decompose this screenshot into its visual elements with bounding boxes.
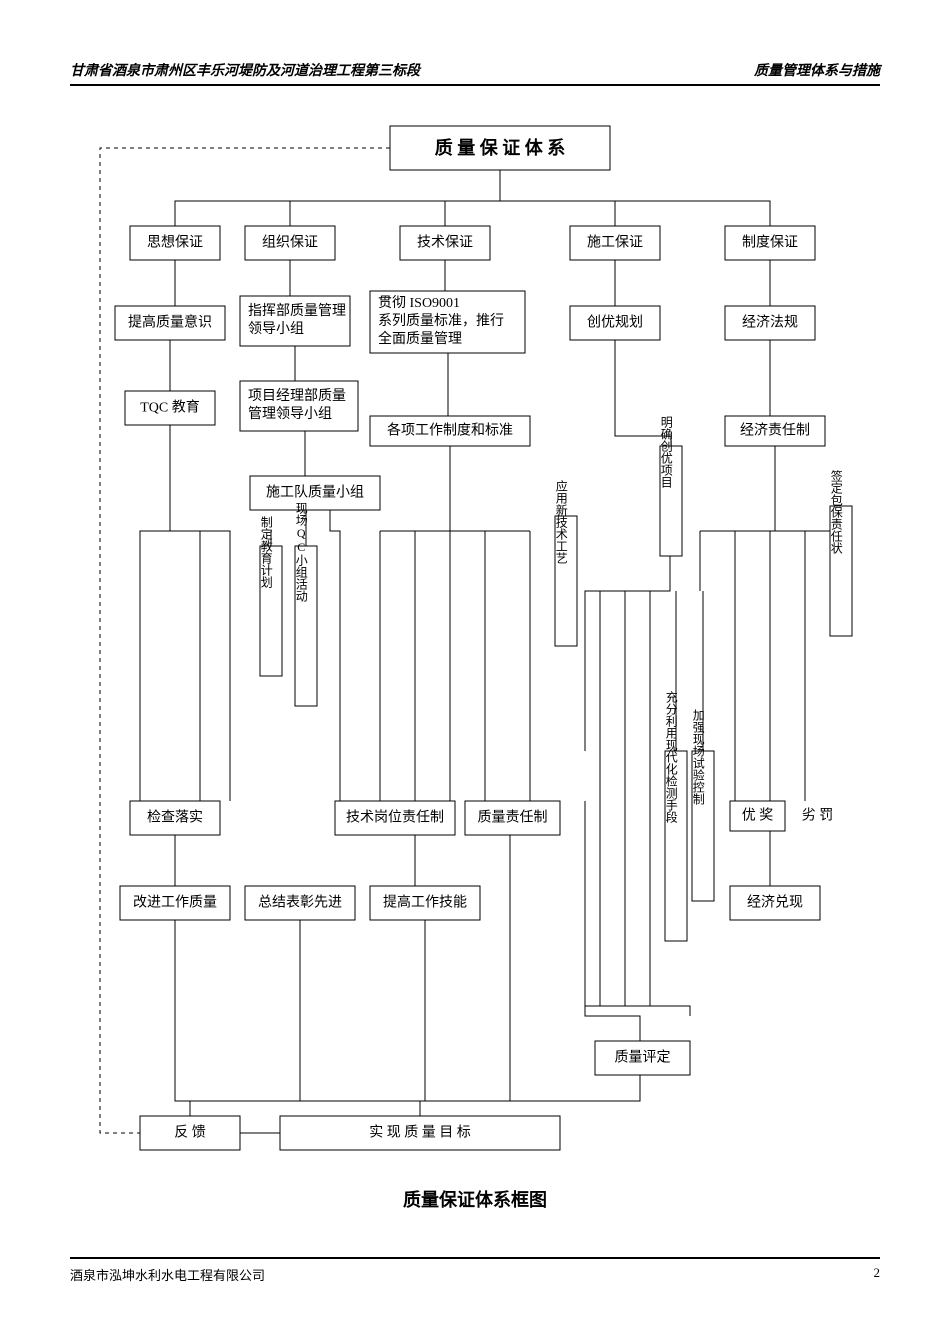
diagram-caption: 质量保证体系框图: [70, 1186, 880, 1212]
node-v_mqcy: 明确创优项目: [659, 416, 682, 556]
svg-text:现场QC小组活动: 现场QC小组活动: [294, 502, 308, 602]
page-footer: 酒泉市泓坤水利水电工程有限公司 2: [70, 1257, 880, 1284]
svg-text:充分利用现代化检测手段: 充分利用现代化检测手段: [664, 690, 678, 824]
node-c1: TQC 教育: [125, 391, 215, 425]
footer-left: 酒泉市泓坤水利水电工程有限公司: [70, 1265, 265, 1284]
svg-text:明确创优项目: 明确创优项目: [659, 416, 673, 488]
node-a3: 技术保证: [400, 226, 490, 260]
node-b3: 贯彻 ISO9001 系列质量标准，推行全面质量管理: [370, 291, 525, 353]
svg-text:经济兑现: 经济兑现: [747, 895, 803, 911]
page-header: 甘肃省酒泉市肃州区丰乐河堤防及河道治理工程第三标段 质量管理体系与措施: [70, 60, 880, 86]
svg-text:加强现场试验控制: 加强现场试验控制: [691, 709, 705, 805]
node-f3: 提高工作技能: [370, 886, 480, 920]
svg-text:提高质量意识: 提高质量意识: [128, 314, 212, 331]
node-f5: 经济兑现: [730, 886, 820, 920]
svg-text:创优规划: 创优规划: [587, 315, 643, 331]
svg-text:经济责任制: 经济责任制: [740, 423, 810, 439]
node-v_jy: 制定教育计划: [259, 516, 282, 676]
node-a5: 制度保证: [725, 226, 815, 260]
node-b1: 提高质量意识: [115, 306, 225, 340]
node-v_sykz: 加强现场试验控制: [691, 709, 714, 901]
svg-text:管理领导小组: 管理领导小组: [248, 406, 332, 422]
svg-text:全面质量管理: 全面质量管理: [378, 330, 462, 347]
svg-text:应用新技术工艺: 应用新技术工艺: [554, 479, 568, 564]
node-c2: 项目经理部质量管理领导小组: [240, 381, 358, 431]
node-d2: 施工队质量小组: [250, 476, 380, 510]
svg-text:质量评定: 质量评定: [615, 1050, 671, 1066]
svg-text:组织保证: 组织保证: [262, 235, 318, 251]
footer-page: 2: [874, 1265, 881, 1284]
node-h2: 实 现 质 量 目 标: [280, 1116, 560, 1150]
svg-text:TQC 教育: TQC 教育: [140, 400, 200, 416]
node-b5: 经济法规: [725, 306, 815, 340]
node-f2: 总结表彰先进: [245, 886, 355, 920]
svg-text:制度保证: 制度保证: [742, 235, 798, 251]
svg-text:反 馈: 反 馈: [174, 1125, 206, 1141]
svg-text:思想保证: 思想保证: [147, 235, 203, 251]
node-g4: 质量评定: [595, 1041, 690, 1075]
svg-text:质 量 保 证 体 系: 质 量 保 证 体 系: [435, 137, 566, 158]
svg-text:改进工作质量: 改进工作质量: [133, 895, 217, 911]
node-e3: 技术岗位责任制: [335, 801, 455, 835]
svg-text:施工队质量小组: 施工队质量小组: [266, 485, 364, 501]
flowchart: 质 量 保 证 体 系思想保证 组织保证 技术保证 施工保证 制度保证提高质量意识 指挥部…: [70, 116, 880, 1166]
node-b4: 创优规划: [570, 306, 660, 340]
svg-text:优 奖: 优 奖: [742, 807, 774, 824]
svg-text:施工保证: 施工保证: [587, 235, 643, 251]
svg-text:检查落实: 检查落实: [147, 810, 203, 826]
svg-text:系列质量标准，推行: 系列质量标准，推行: [378, 313, 504, 329]
svg-text:项目经理部质量: 项目经理部质量: [248, 388, 346, 404]
svg-text:实 现 质 量 目 标: 实 现 质 量 目 标: [369, 1125, 471, 1141]
svg-text:签定包保责任状: 签定包保责任状: [829, 469, 843, 554]
node-v_qdbz: 签定包保责任状: [829, 469, 852, 636]
node-e1: 检查落实: [130, 801, 220, 835]
node-e4: 质量责任制: [465, 801, 560, 835]
header-left: 甘肃省酒泉市肃州区丰乐河堤防及河道治理工程第三标段: [70, 60, 420, 80]
svg-text:技术保证: 技术保证: [417, 235, 473, 251]
node-a4: 施工保证: [570, 226, 660, 260]
node-e_lf: 劣 罚: [802, 808, 834, 824]
node-v_qc: 现场QC小组活动: [294, 502, 317, 706]
svg-text:劣 罚: 劣 罚: [802, 808, 834, 824]
node-e_yj: 优 奖: [730, 801, 785, 831]
node-a1: 思想保证: [130, 226, 220, 260]
svg-text:各项工作制度和标准: 各项工作制度和标准: [387, 423, 513, 439]
node-h1: 反 馈: [140, 1116, 240, 1150]
svg-text:指挥部质量管理: 指挥部质量管理: [248, 303, 346, 319]
svg-text:总结表彰先进: 总结表彰先进: [258, 894, 342, 911]
svg-text:制定教育计划: 制定教育计划: [259, 516, 273, 588]
header-right: 质量管理体系与措施: [754, 60, 880, 80]
node-f1: 改进工作质量: [120, 886, 230, 920]
svg-text:提高工作技能: 提高工作技能: [383, 894, 467, 911]
node-c3: 各项工作制度和标准: [370, 416, 530, 446]
node-v_xjs: 应用新技术工艺: [554, 479, 577, 646]
svg-text:经济法规: 经济法规: [742, 315, 798, 331]
svg-text:领导小组: 领导小组: [248, 321, 304, 337]
node-c5: 经济责任制: [725, 416, 825, 446]
node-v_xdh: 充分利用现代化检测手段: [664, 690, 687, 941]
svg-text:质量责任制: 质量责任制: [478, 810, 548, 826]
node-a2: 组织保证: [245, 226, 335, 260]
svg-text:技术岗位责任制: 技术岗位责任制: [346, 810, 444, 826]
node-root: 质 量 保 证 体 系: [390, 126, 610, 170]
node-b2: 指挥部质量管理领导小组: [240, 296, 350, 346]
svg-text:贯彻 ISO9001: 贯彻 ISO9001: [378, 295, 460, 311]
